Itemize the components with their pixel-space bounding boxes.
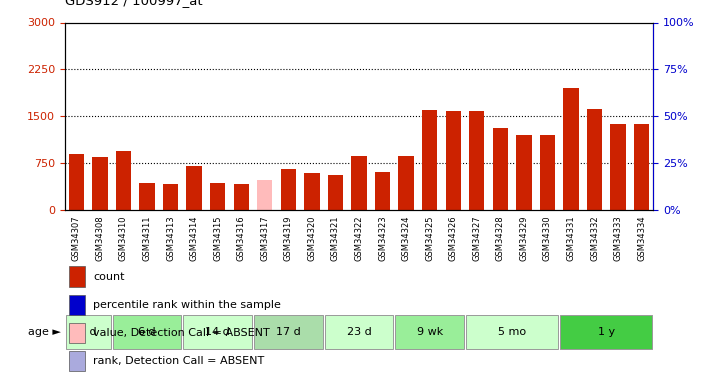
Bar (65, 315, 111, 349)
Text: GDS912 / 100997_at: GDS912 / 100997_at (65, 0, 202, 8)
Text: GSM34332: GSM34332 (590, 215, 599, 261)
Text: GSM34315: GSM34315 (213, 215, 222, 261)
Bar (469, 111, 485, 210)
Text: GSM34331: GSM34331 (567, 215, 575, 261)
Text: GSM34323: GSM34323 (378, 215, 387, 261)
Bar (422, 110, 437, 210)
Bar (187, 166, 202, 210)
Bar (634, 124, 649, 210)
Bar (516, 135, 531, 210)
Bar (163, 184, 178, 210)
Text: GSM34321: GSM34321 (331, 215, 340, 261)
Bar (560, 315, 653, 349)
Text: 1 d: 1 d (80, 327, 97, 337)
Bar (139, 183, 154, 210)
Bar (493, 128, 508, 210)
Bar (183, 315, 252, 349)
Text: GSM34325: GSM34325 (425, 215, 434, 261)
Text: GSM34313: GSM34313 (166, 215, 175, 261)
Text: GSM34330: GSM34330 (543, 215, 552, 261)
Text: GSM34316: GSM34316 (237, 215, 246, 261)
Text: GSM34314: GSM34314 (190, 215, 199, 261)
Bar (610, 124, 625, 210)
Bar (587, 109, 602, 210)
Bar (446, 111, 461, 210)
Text: GSM34329: GSM34329 (519, 215, 528, 261)
Bar (210, 183, 225, 210)
Text: 9 wk: 9 wk (416, 327, 443, 337)
Bar (375, 172, 390, 210)
Bar (69, 266, 85, 286)
Text: GSM34317: GSM34317 (261, 215, 269, 261)
Text: GSM34322: GSM34322 (355, 215, 363, 261)
Bar (69, 154, 84, 210)
Bar (325, 315, 393, 349)
Text: 1 y: 1 y (597, 327, 615, 337)
Text: GSM34310: GSM34310 (119, 215, 128, 261)
Bar (281, 170, 296, 210)
Text: 23 d: 23 d (347, 327, 371, 337)
Bar (328, 175, 343, 210)
Bar (257, 180, 272, 210)
Bar (466, 315, 558, 349)
Text: GSM34326: GSM34326 (449, 215, 457, 261)
Bar (69, 351, 85, 371)
Text: percentile rank within the sample: percentile rank within the sample (93, 300, 281, 310)
Text: rank, Detection Call = ABSENT: rank, Detection Call = ABSENT (93, 356, 265, 366)
Text: 17 d: 17 d (276, 327, 301, 337)
Text: GSM34327: GSM34327 (472, 215, 481, 261)
Bar (540, 135, 555, 210)
Bar (69, 322, 85, 343)
Bar (254, 315, 322, 349)
Bar (113, 315, 182, 349)
Bar (93, 157, 108, 210)
Text: GSM34311: GSM34311 (143, 215, 151, 261)
Text: 6 d: 6 d (139, 327, 156, 337)
Text: age ►: age ► (28, 327, 61, 337)
Text: GSM34320: GSM34320 (307, 215, 317, 261)
Text: GSM34334: GSM34334 (637, 215, 646, 261)
Text: count: count (93, 272, 125, 282)
Bar (233, 184, 249, 210)
Text: GSM34308: GSM34308 (95, 215, 104, 261)
Bar (396, 315, 464, 349)
Bar (304, 172, 320, 210)
Bar (116, 151, 131, 210)
Bar (351, 156, 367, 210)
Bar (69, 295, 85, 315)
Text: GSM34328: GSM34328 (496, 215, 505, 261)
Text: GSM34333: GSM34333 (614, 215, 623, 261)
Text: value, Detection Call = ABSENT: value, Detection Call = ABSENT (93, 328, 270, 338)
Text: GSM34324: GSM34324 (401, 215, 411, 261)
Bar (398, 156, 414, 210)
Text: 5 mo: 5 mo (498, 327, 526, 337)
Text: GSM34307: GSM34307 (72, 215, 81, 261)
Text: 14 d: 14 d (205, 327, 230, 337)
Bar (564, 88, 579, 210)
Text: GSM34319: GSM34319 (284, 215, 293, 261)
